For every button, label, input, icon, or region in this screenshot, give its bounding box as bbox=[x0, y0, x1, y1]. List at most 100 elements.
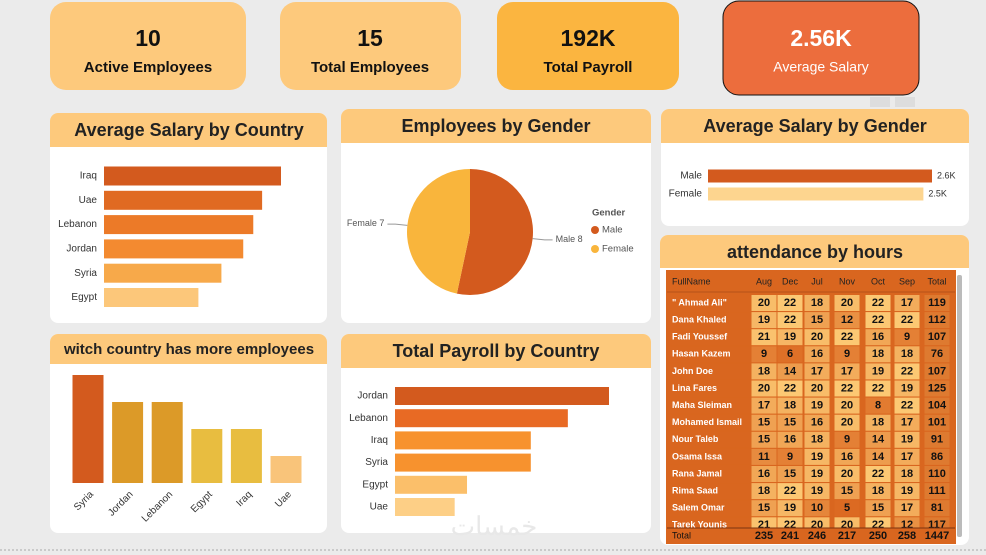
table-cell bbox=[777, 431, 803, 448]
table-cell bbox=[751, 329, 777, 346]
table-cell bbox=[894, 380, 920, 397]
table-cell bbox=[865, 380, 891, 397]
table-cell bbox=[804, 380, 830, 397]
table-cell-text: 17 bbox=[901, 502, 913, 514]
table-cell bbox=[894, 414, 920, 431]
table-cell-text: 22 bbox=[784, 519, 796, 531]
table-cell bbox=[804, 346, 830, 363]
bar bbox=[112, 402, 144, 483]
table-cell bbox=[865, 414, 891, 431]
total-cell-text: 241 bbox=[781, 530, 799, 542]
name-cell bbox=[668, 380, 751, 397]
leader-line bbox=[387, 223, 408, 226]
table-cell bbox=[865, 483, 891, 500]
table-cell bbox=[924, 483, 950, 500]
table-cell-text: 17 bbox=[841, 365, 853, 377]
panel-title: Average Salary by Country bbox=[74, 120, 303, 140]
name-cell-text: John Doe bbox=[672, 366, 713, 376]
y-tick-label: Egypt bbox=[362, 479, 388, 490]
table-cell-text: 9 bbox=[904, 331, 910, 343]
table-cell bbox=[751, 483, 777, 500]
table-cell bbox=[777, 380, 803, 397]
kpi-label: Active Employees bbox=[84, 59, 212, 76]
table-cell-text: 20 bbox=[758, 382, 770, 394]
total-cell-text: 246 bbox=[808, 530, 826, 542]
table-cell-text: 19 bbox=[758, 314, 770, 326]
y-tick-label: Uae bbox=[370, 502, 389, 513]
panel-header bbox=[50, 113, 327, 147]
y-tick-label: Jordan bbox=[66, 244, 97, 255]
table-cell-text: 107 bbox=[928, 365, 946, 377]
kpi-label: Average Salary bbox=[773, 59, 868, 75]
table-cell bbox=[804, 329, 830, 346]
table-cell bbox=[834, 312, 860, 329]
table-cell-text: 16 bbox=[811, 348, 823, 360]
toolbar-icon[interactable] bbox=[895, 97, 915, 107]
table-cell-text: 21 bbox=[758, 519, 770, 531]
table-cell-text: 19 bbox=[811, 468, 823, 480]
table-cell bbox=[777, 312, 803, 329]
table-cell bbox=[834, 380, 860, 397]
table-cell-text: 6 bbox=[787, 348, 793, 360]
table-cell-text: 20 bbox=[841, 400, 853, 412]
table-cell-text: 18 bbox=[784, 400, 796, 412]
bar bbox=[395, 387, 609, 405]
data-label-value: 7 bbox=[379, 219, 384, 229]
table-cell-text: 9 bbox=[844, 348, 850, 360]
y-tick-label: Jordan bbox=[357, 391, 388, 402]
bar bbox=[104, 288, 199, 307]
pie-slice bbox=[456, 169, 534, 295]
kpi-label: Total Employees bbox=[311, 59, 429, 76]
name-cell bbox=[668, 517, 751, 529]
table-cell-text: 11 bbox=[758, 451, 770, 463]
panel-header bbox=[341, 334, 651, 368]
table-cell bbox=[751, 466, 777, 482]
table-cell bbox=[834, 483, 860, 500]
legend-label: Female bbox=[602, 244, 634, 255]
bar bbox=[104, 263, 222, 283]
table-cell bbox=[894, 466, 920, 482]
table-cell bbox=[804, 466, 830, 482]
table-cell-text: 20 bbox=[811, 331, 823, 343]
table-cell-text: 19 bbox=[872, 365, 884, 377]
table-cell bbox=[865, 397, 891, 414]
column-header: Nov bbox=[839, 276, 856, 286]
panel-header bbox=[50, 334, 327, 364]
table-cell-text: 8 bbox=[875, 400, 881, 412]
table-cell bbox=[865, 448, 891, 465]
panel-title: Total Payroll by Country bbox=[393, 341, 600, 361]
kpi-value: 15 bbox=[357, 25, 383, 51]
table-cell bbox=[924, 500, 950, 517]
total-cell-text: 235 bbox=[755, 530, 773, 542]
table-cell-text: 22 bbox=[841, 382, 853, 394]
kpi-card bbox=[722, 0, 920, 96]
table-cell-text: 19 bbox=[901, 434, 913, 446]
pie-slice bbox=[407, 169, 470, 294]
column-header: Dec bbox=[782, 276, 799, 286]
table-cell bbox=[804, 312, 830, 329]
table-cell-text: 22 bbox=[872, 314, 884, 326]
column-header: FullName bbox=[672, 276, 711, 286]
bar bbox=[104, 190, 263, 210]
bar bbox=[104, 166, 281, 186]
data-label-value: 8 bbox=[578, 234, 583, 244]
table-cell-text: 22 bbox=[784, 382, 796, 394]
table-cell bbox=[777, 346, 803, 363]
table-cell-text: 20 bbox=[811, 382, 823, 394]
table-cell bbox=[924, 448, 950, 465]
kpi-card bbox=[280, 2, 461, 90]
table-cell bbox=[924, 414, 950, 431]
table-cell bbox=[924, 397, 950, 414]
table-cell-text: 22 bbox=[872, 297, 884, 309]
table-cell bbox=[894, 431, 920, 448]
bar bbox=[395, 431, 531, 450]
table-cell-text: 22 bbox=[872, 468, 884, 480]
scrollbar[interactable] bbox=[957, 275, 962, 537]
kpi-card bbox=[497, 2, 679, 90]
toolbar-icon[interactable] bbox=[870, 97, 890, 107]
table-cell bbox=[865, 312, 891, 329]
table-cell-text: 18 bbox=[758, 365, 770, 377]
total-cell-text: 258 bbox=[898, 530, 916, 542]
table-cell-text: 117 bbox=[928, 519, 946, 531]
